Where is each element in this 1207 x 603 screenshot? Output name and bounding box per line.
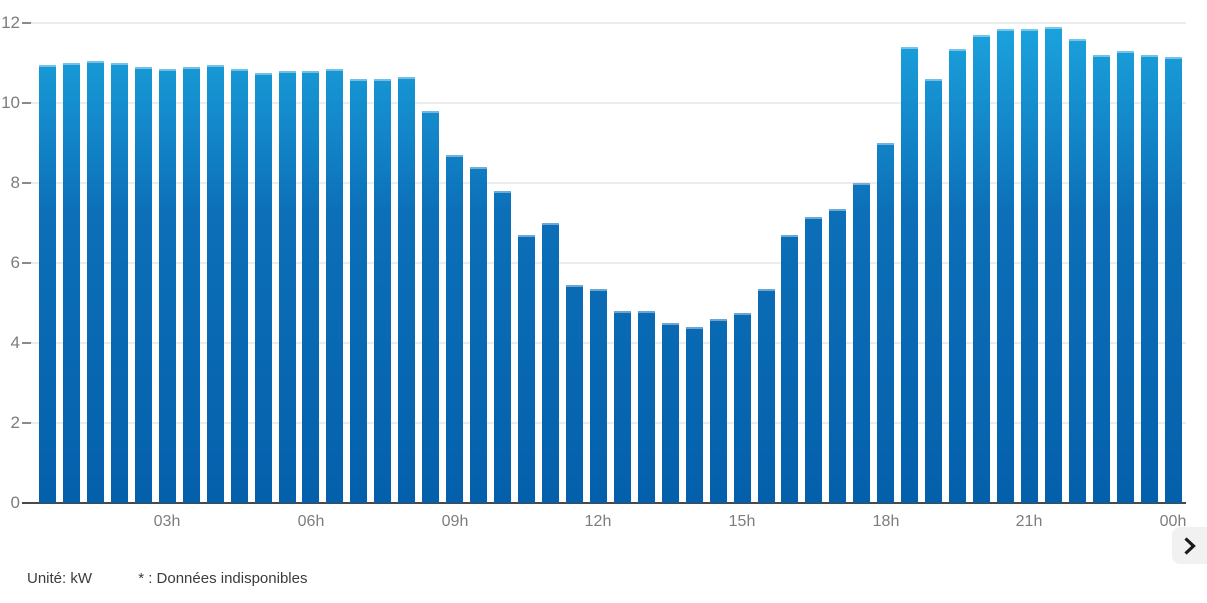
bar[interactable] [973,35,990,503]
x-tick-label: 09h [441,513,469,530]
bar[interactable] [686,327,703,503]
bar[interactable] [87,61,104,503]
bar[interactable] [1165,57,1182,503]
bar[interactable] [159,69,176,503]
next-period-button[interactable] [1172,527,1207,564]
y-tick-label: 4 [10,333,20,352]
bar[interactable] [781,235,798,503]
bar[interactable] [1045,27,1062,503]
bar[interactable] [710,319,727,503]
x-tick-label: 18h [872,513,900,530]
bar[interactable] [638,311,655,503]
bar[interactable] [302,71,319,503]
y-tick-label: 6 [10,253,20,272]
y-axis-tick [22,22,31,24]
x-axis-line [22,502,1186,504]
x-tick-label: 06h [297,513,325,530]
y-tick-label: 0 [10,493,20,512]
bar[interactable] [39,65,56,503]
plot-area: 0 2 4 6 8 10 12 03h 06h 09h 12h 15h 18h 21h 00h [1,13,1187,530]
y-tick-label: 2 [10,413,20,432]
y-axis-tick [22,342,31,344]
bar[interactable] [566,285,583,503]
y-axis-tick [22,102,31,104]
y-axis-tick [22,422,31,424]
y-gridline [30,102,1186,104]
bar[interactable] [494,191,511,503]
bar[interactable] [614,311,631,503]
bar[interactable] [853,183,870,503]
unavailable-data-note: * : Données indisponibles [138,570,308,587]
y-gridline [30,262,1186,264]
bar[interactable] [470,167,487,503]
bar[interactable] [111,63,128,503]
bar[interactable] [805,217,822,503]
y-tick-label: 12 [1,13,20,32]
y-gridline [30,22,1186,24]
bar[interactable] [231,69,248,503]
bar[interactable] [1141,55,1158,503]
y-gridline [30,182,1186,184]
bar[interactable] [279,71,296,503]
bar[interactable] [1069,39,1086,503]
x-tick-label: 00h [1159,513,1187,530]
bar[interactable] [1117,51,1134,503]
bar[interactable] [758,289,775,503]
x-tick-label: 21h [1015,513,1043,530]
x-tick-label: 15h [728,513,756,530]
bar[interactable] [997,29,1014,503]
y-tick-label: 8 [10,173,20,192]
bar[interactable] [207,65,224,503]
bar[interactable] [446,155,463,503]
bar[interactable] [255,73,272,503]
bar[interactable] [1021,29,1038,503]
bar[interactable] [326,69,343,503]
bar[interactable] [422,111,439,503]
y-gridline [30,342,1186,344]
bar[interactable] [63,63,80,503]
bar[interactable] [518,235,535,503]
bar[interactable] [829,209,846,503]
bar[interactable] [350,79,367,503]
bar[interactable] [877,143,894,503]
bar[interactable] [542,223,559,503]
bar[interactable] [374,79,391,503]
x-tick-label: 12h [584,513,612,530]
x-tick-label: 03h [153,513,181,530]
bar[interactable] [135,67,152,503]
bar[interactable] [734,313,751,503]
y-gridline [30,422,1186,424]
bar[interactable] [925,79,942,503]
bar[interactable] [183,67,200,503]
unit-label: Unité: kW [27,570,93,587]
chevron-right-icon [1184,536,1196,555]
bar[interactable] [662,323,679,503]
bar[interactable] [901,47,918,503]
y-tick-label: 10 [1,93,20,112]
bar[interactable] [1093,55,1110,503]
y-axis-tick [22,182,31,184]
chart-footer: Unité: kW * : Données indisponibles [27,570,307,587]
bar[interactable] [590,289,607,503]
bar[interactable] [398,77,415,503]
bar[interactable] [949,49,966,503]
y-axis-tick [22,262,31,264]
